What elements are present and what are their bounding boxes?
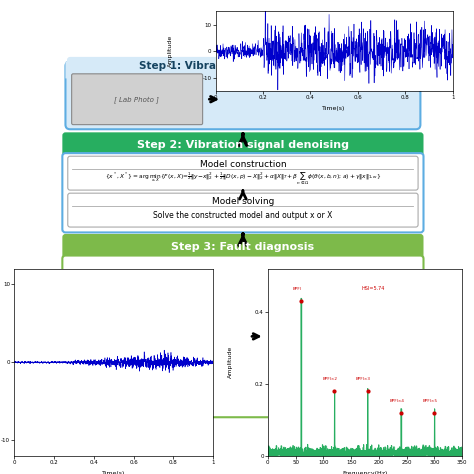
Text: BPFI×2: BPFI×2 — [322, 377, 337, 382]
X-axis label: Frequency(Hz): Frequency(Hz) — [342, 471, 388, 474]
Text: HSI=5.74: HSI=5.74 — [362, 286, 385, 292]
FancyBboxPatch shape — [67, 57, 419, 78]
Y-axis label: Amplitude: Amplitude — [168, 35, 173, 67]
Text: BPFI×3: BPFI×3 — [356, 377, 371, 382]
Text: BPFI: BPFI — [292, 287, 301, 292]
FancyBboxPatch shape — [65, 62, 420, 129]
Text: Step 2: Vibration signal denoising: Step 2: Vibration signal denoising — [137, 140, 349, 150]
FancyBboxPatch shape — [68, 156, 418, 190]
Text: BPFI×4: BPFI×4 — [389, 399, 404, 403]
FancyBboxPatch shape — [63, 132, 423, 158]
FancyBboxPatch shape — [68, 193, 418, 227]
FancyBboxPatch shape — [63, 234, 423, 260]
Text: Step 1: Vibration signal acquisition: Step 1: Vibration signal acquisition — [139, 61, 347, 71]
FancyBboxPatch shape — [63, 255, 423, 417]
Text: Model construction: Model construction — [200, 160, 286, 169]
Text: Model solving: Model solving — [212, 197, 274, 206]
Y-axis label: Amplitude: Amplitude — [228, 346, 233, 379]
Text: Step 3: Fault diagnosis: Step 3: Fault diagnosis — [172, 242, 314, 252]
FancyBboxPatch shape — [72, 74, 202, 125]
FancyBboxPatch shape — [65, 62, 420, 78]
Text: [ Lab Photo ]: [ Lab Photo ] — [114, 96, 159, 103]
Text: BPFI×5: BPFI×5 — [422, 399, 438, 403]
FancyBboxPatch shape — [63, 153, 423, 232]
X-axis label: Time(s): Time(s) — [102, 471, 126, 474]
Text: Solve the constructed model and output x or X: Solve the constructed model and output x… — [153, 211, 333, 220]
X-axis label: Time(s): Time(s) — [322, 106, 346, 111]
Text: $\{x^*,X^*\}=\arg\min_{x,X}\{F(x,X)=\frac{1}{2}\|y-x\|_2^2+\frac{1}{2}\|D(x,p)-X: $\{x^*,X^*\}=\arg\min_{x,X}\{F(x,X)=\fra… — [105, 170, 381, 187]
